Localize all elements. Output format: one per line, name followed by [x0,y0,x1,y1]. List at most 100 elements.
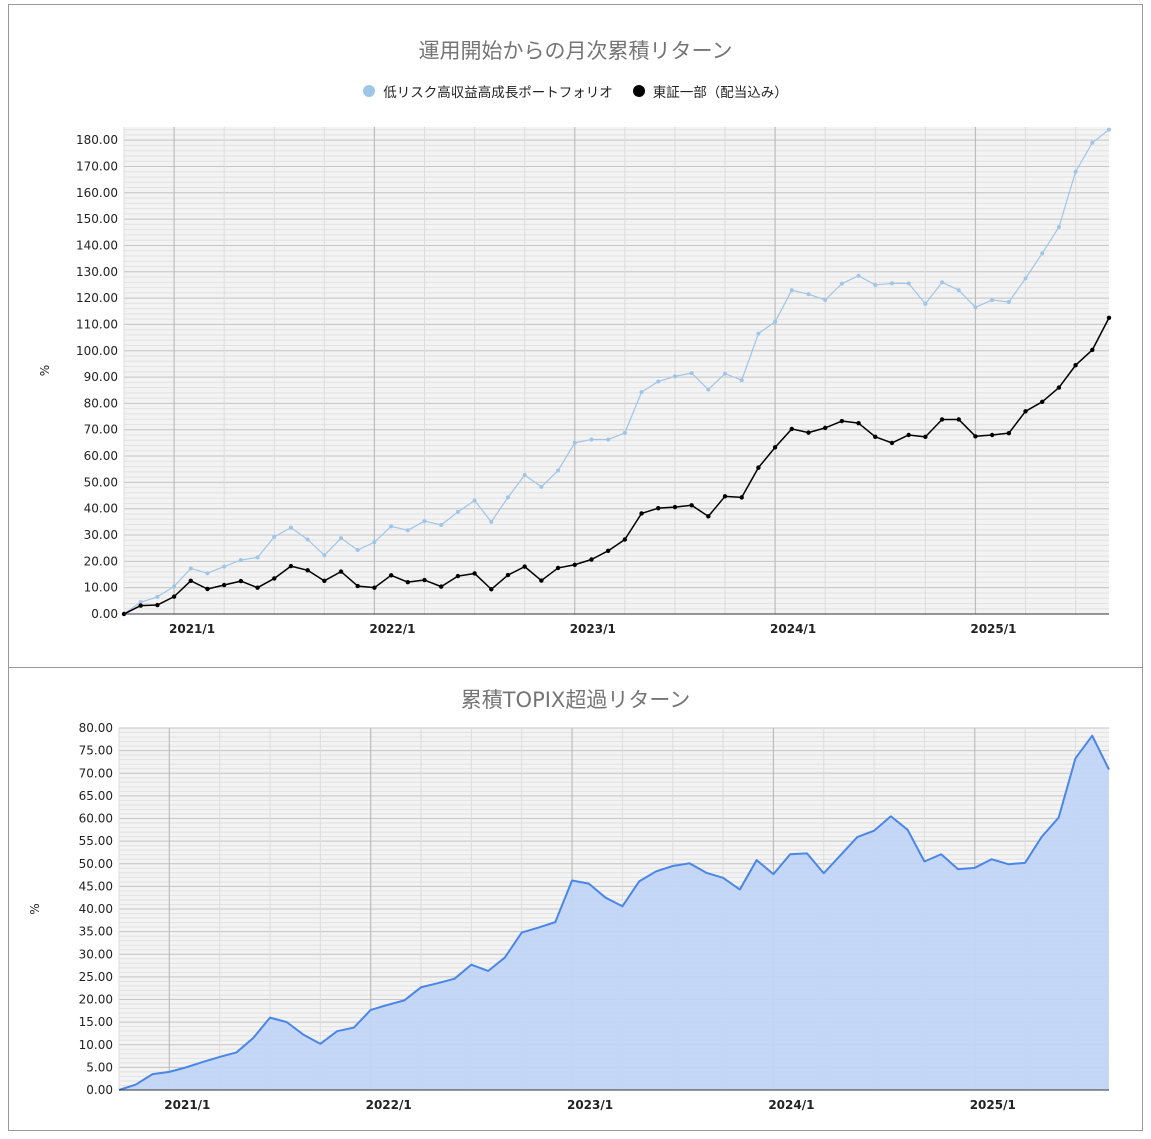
data-point-1[interactable] [706,514,711,519]
data-point-0[interactable] [455,509,460,514]
data-point-1[interactable] [539,578,544,583]
data-point-1[interactable] [439,584,444,589]
data-point-1[interactable] [422,577,427,583]
data-point-0[interactable] [405,528,410,533]
data-point-1[interactable] [205,586,210,592]
data-point-1[interactable] [155,602,160,608]
data-point-1[interactable] [455,573,461,579]
data-point-0[interactable] [472,498,477,503]
data-point-0[interactable] [305,537,310,542]
data-point-1[interactable] [856,420,861,426]
data-point-1[interactable] [889,440,895,446]
data-point-1[interactable] [405,579,411,585]
data-point-1[interactable] [939,417,945,422]
data-point-1[interactable] [906,432,911,438]
series-line[interactable] [118,734,1110,1091]
data-point-1[interactable] [188,578,193,584]
data-point-0[interactable] [739,378,744,383]
data-point-0[interactable] [556,468,561,473]
data-point-0[interactable] [773,319,778,324]
data-point-0[interactable] [389,524,394,529]
data-point-0[interactable] [539,484,544,489]
data-point-0[interactable] [990,297,995,302]
data-point-0[interactable] [889,281,894,286]
data-point-0[interactable] [489,519,494,524]
data-point-1[interactable] [138,603,143,608]
data-point-1[interactable] [305,568,310,573]
data-point-0[interactable] [706,387,711,392]
data-point-1[interactable] [622,537,628,542]
data-point-0[interactable] [322,553,327,558]
data-point-1[interactable] [388,573,394,578]
data-point-0[interactable] [756,331,761,336]
data-point-0[interactable] [172,584,177,589]
data-point-0[interactable] [1023,276,1028,281]
data-point-1[interactable] [171,594,177,599]
data-point-1[interactable] [973,434,978,439]
data-point-1[interactable] [672,504,678,510]
data-point-1[interactable] [589,557,594,562]
data-point-1[interactable] [656,505,661,511]
legend-item-portfolio[interactable]: 低リスク高収益高成長ポートフォリオ [363,81,613,101]
data-point-1[interactable] [272,576,277,581]
data-point-0[interactable] [238,558,243,563]
data-point-1[interactable] [956,417,961,422]
data-point-1[interactable] [355,583,360,589]
data-point-0[interactable] [873,282,878,287]
series-line-0[interactable] [123,129,1110,615]
data-point-0[interactable] [839,281,844,286]
data-point-0[interactable] [222,564,227,569]
data-point-0[interactable] [672,374,677,379]
legend-item-tse[interactable]: 東証一部（配当込み） [632,81,788,101]
data-point-1[interactable] [772,445,778,450]
data-point-0[interactable] [789,288,794,293]
data-point-0[interactable] [606,437,611,442]
data-point-1[interactable] [221,582,227,588]
data-point-1[interactable] [689,503,694,508]
data-point-1[interactable] [1106,315,1112,321]
data-point-0[interactable] [639,390,644,395]
data-point-0[interactable] [288,525,293,530]
data-point-0[interactable] [255,555,260,560]
data-point-0[interactable] [906,281,911,286]
data-point-1[interactable] [572,562,577,567]
data-point-0[interactable] [856,273,861,278]
data-point-0[interactable] [188,566,193,571]
data-point-0[interactable] [138,600,143,605]
data-point-1[interactable] [1023,409,1028,414]
data-point-1[interactable] [739,495,744,500]
data-point-0[interactable] [272,534,277,539]
data-point-0[interactable] [355,548,360,553]
data-point-1[interactable] [789,426,794,432]
data-point-0[interactable] [956,288,961,293]
data-point-1[interactable] [605,548,611,554]
data-point-1[interactable] [238,578,244,584]
data-point-0[interactable] [589,437,594,442]
data-point-1[interactable] [338,569,344,574]
data-point-0[interactable] [1073,169,1078,174]
data-point-0[interactable] [572,440,577,445]
data-point-0[interactable] [422,519,427,524]
data-point-0[interactable] [1040,251,1045,256]
data-point-0[interactable] [806,292,811,297]
data-point-0[interactable] [723,371,728,376]
data-point-1[interactable] [1090,347,1095,353]
data-point-0[interactable] [656,379,661,384]
data-point-0[interactable] [1090,140,1095,145]
data-point-1[interactable] [839,418,845,424]
data-point-1[interactable] [806,430,811,435]
data-point-0[interactable] [155,594,160,599]
data-point-0[interactable] [1006,300,1011,305]
data-point-1[interactable] [639,511,644,516]
data-point-1[interactable] [555,565,561,571]
data-point-0[interactable] [505,495,510,500]
data-point-1[interactable] [472,571,477,576]
data-point-0[interactable] [940,280,945,285]
data-point-1[interactable] [1040,399,1045,405]
data-point-0[interactable] [1056,225,1061,230]
data-point-1[interactable] [722,494,728,499]
data-point-1[interactable] [505,572,511,578]
data-point-0[interactable] [372,540,377,545]
data-point-1[interactable] [822,425,828,431]
data-point-0[interactable] [973,305,978,310]
